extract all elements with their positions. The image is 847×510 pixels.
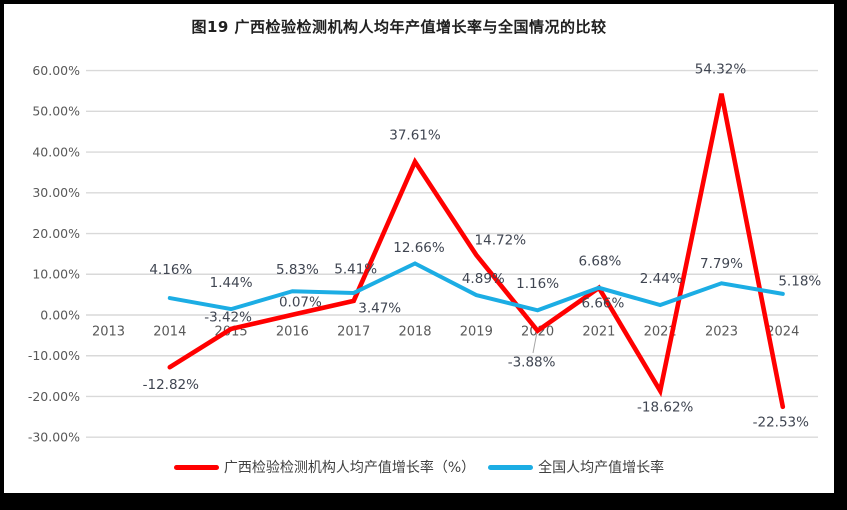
- data-label-national: 5.41%: [334, 262, 377, 278]
- data-label-national: 12.66%: [393, 240, 445, 256]
- y-axis-tick-label: 10.00%: [32, 267, 80, 282]
- chart-legend: 广西检验检测机构人均产值增长率（%） 全国人均产值增长率: [4, 456, 834, 478]
- data-label-national: 1.16%: [516, 276, 559, 292]
- data-label-national: 7.79%: [700, 256, 743, 272]
- data-label-guangxi: 54.32%: [695, 61, 747, 77]
- chart-svg: 60.00% 50.00% 40.00% 30.00% 20.00% 10.00% 0.00…: [28, 61, 822, 445]
- data-label-national: 2.44%: [640, 271, 683, 287]
- data-label-guangxi: 37.61%: [389, 127, 441, 143]
- data-label-national: 4.89%: [462, 271, 505, 287]
- label-leader-line: [532, 331, 538, 354]
- data-label-guangxi: -3.88%: [508, 355, 556, 371]
- data-label-guangxi: 0.07%: [279, 294, 322, 310]
- series-line-guangxi: [167, 93, 786, 410]
- legend-line-swatch-blue: [488, 464, 534, 470]
- data-label-national: 6.68%: [578, 253, 621, 269]
- y-axis-tick-label: 60.00%: [32, 63, 80, 78]
- legend-label-national: 全国人均产值增长率: [538, 460, 665, 476]
- y-axis-tick-label: 30.00%: [32, 185, 80, 200]
- y-axis-tick-label: -20.00%: [28, 389, 80, 404]
- legend-label-guangxi: 广西检验检测机构人均产值增长率（%）: [223, 460, 476, 476]
- series-line-national: [167, 261, 785, 313]
- y-axis-tick-label: 20.00%: [32, 226, 80, 241]
- x-axis-year-label: 2014: [153, 325, 186, 340]
- data-label-national: 5.18%: [778, 274, 821, 290]
- y-axis-tick-label: 40.00%: [32, 144, 80, 159]
- y-axis-tick-label: 50.00%: [32, 104, 80, 119]
- data-label-guangxi: 14.72%: [475, 233, 527, 249]
- data-label-national: 4.16%: [149, 262, 192, 278]
- legend-line-swatch-red: [173, 464, 219, 470]
- x-axis-year-label: 2016: [276, 325, 309, 340]
- x-axis-year-label: 2013: [92, 325, 125, 340]
- data-label-guangxi: -18.62%: [637, 400, 694, 416]
- x-axis-year-label: 2021: [582, 325, 615, 340]
- data-label-guangxi: -22.53%: [753, 414, 810, 430]
- y-axis-tick-label: 0.00%: [40, 307, 80, 322]
- data-label-national: 1.44%: [210, 275, 253, 291]
- x-axis-year-label: 2022: [644, 325, 677, 340]
- y-axis-tick-label: -30.00%: [28, 430, 80, 445]
- data-label-guangxi: 6.66%: [581, 296, 624, 312]
- x-axis-year-label: 2019: [460, 325, 493, 340]
- data-label-guangxi: 3.47%: [358, 301, 401, 317]
- x-axis-year-label: 2023: [705, 325, 738, 340]
- x-axis-year-label: 2018: [398, 325, 431, 340]
- chart-title: 图19 广西检验检测机构人均年产值增长率与全国情况的比较: [191, 18, 607, 36]
- x-axis-year-label: 2024: [766, 325, 799, 340]
- data-label-guangxi: -12.82%: [143, 377, 200, 393]
- data-label-national: 5.83%: [276, 262, 319, 278]
- legend-item-national: 全国人均产值增长率: [488, 457, 664, 477]
- y-axis-tick-label: -10.00%: [28, 348, 80, 363]
- legend-item-guangxi: 广西检验检测机构人均产值增长率（%）: [173, 457, 476, 477]
- data-label-guangxi: -3.42%: [204, 310, 252, 326]
- x-axis-year-label: 2017: [337, 325, 370, 340]
